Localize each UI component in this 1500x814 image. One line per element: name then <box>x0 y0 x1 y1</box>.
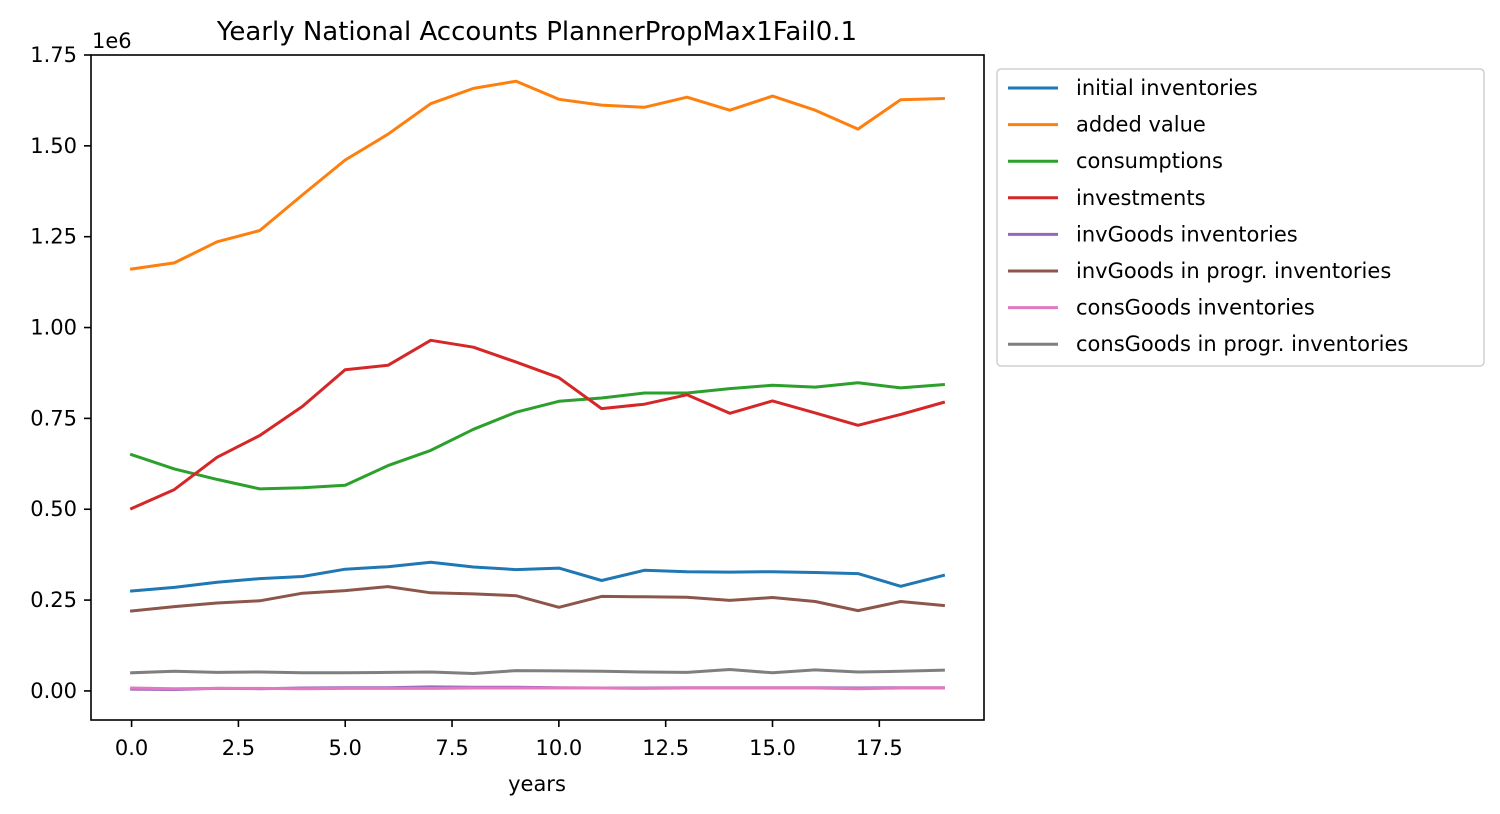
y-tick-label: 1.00 <box>30 316 77 340</box>
x-tick-label: 7.5 <box>435 736 468 760</box>
legend: initial inventories added value consumptio… <box>996 68 1485 367</box>
series-line-4 <box>129 338 946 511</box>
legend-label: invGoods inventories <box>1076 222 1298 246</box>
y-tick-label: 0.25 <box>30 588 77 612</box>
y-axis: 0.00 0.25 0.50 0.75 1.00 1.25 1.50 1.75 <box>30 43 91 703</box>
x-axis: 0.0 2.5 5.0 7.5 10.0 12.5 15.0 17.5 <box>115 720 903 760</box>
x-tick-label: 0.0 <box>115 736 148 760</box>
plot-area <box>90 54 985 721</box>
series-line-2 <box>129 79 945 271</box>
legend-label: invGoods in progr. inventories <box>1076 259 1391 283</box>
x-tick-label: 17.5 <box>856 736 903 760</box>
y-tick-label: 1.75 <box>30 43 77 67</box>
series-line-1 <box>129 560 946 593</box>
y-tick-label: 0.75 <box>30 406 77 430</box>
legend-label: investments <box>1076 186 1206 210</box>
x-tick-label: 10.0 <box>535 736 582 760</box>
legend-label: added value <box>1076 113 1206 137</box>
plot-frame <box>90 54 985 721</box>
y-tick-label: 0.00 <box>30 679 77 703</box>
x-tick-label: 5.0 <box>329 736 362 760</box>
legend-frame <box>996 68 1485 367</box>
plot-background <box>91 55 984 720</box>
legend-label: consGoods inventories <box>1076 296 1315 320</box>
series-layer <box>129 79 946 691</box>
y-offset-label: 1e6 <box>92 29 132 53</box>
series-line-7 <box>130 686 945 691</box>
x-axis-label: years <box>508 772 566 796</box>
legend-label: initial inventories <box>1076 76 1258 100</box>
series-line-8 <box>130 668 945 675</box>
x-tick-label: 15.0 <box>749 736 796 760</box>
legend-label: consGoods in progr. inventories <box>1076 332 1408 356</box>
series-line-6 <box>129 585 946 613</box>
y-tick-label: 1.25 <box>30 225 77 249</box>
x-tick-label: 12.5 <box>642 736 689 760</box>
legend-label: consumptions <box>1076 149 1223 173</box>
y-tick-label: 0.50 <box>30 497 77 521</box>
chart-title: Yearly National Accounts PlannerPropMax1… <box>216 17 857 47</box>
series-line-3 <box>129 381 946 491</box>
x-tick-label: 2.5 <box>222 736 255 760</box>
y-tick-label: 1.50 <box>30 134 77 158</box>
